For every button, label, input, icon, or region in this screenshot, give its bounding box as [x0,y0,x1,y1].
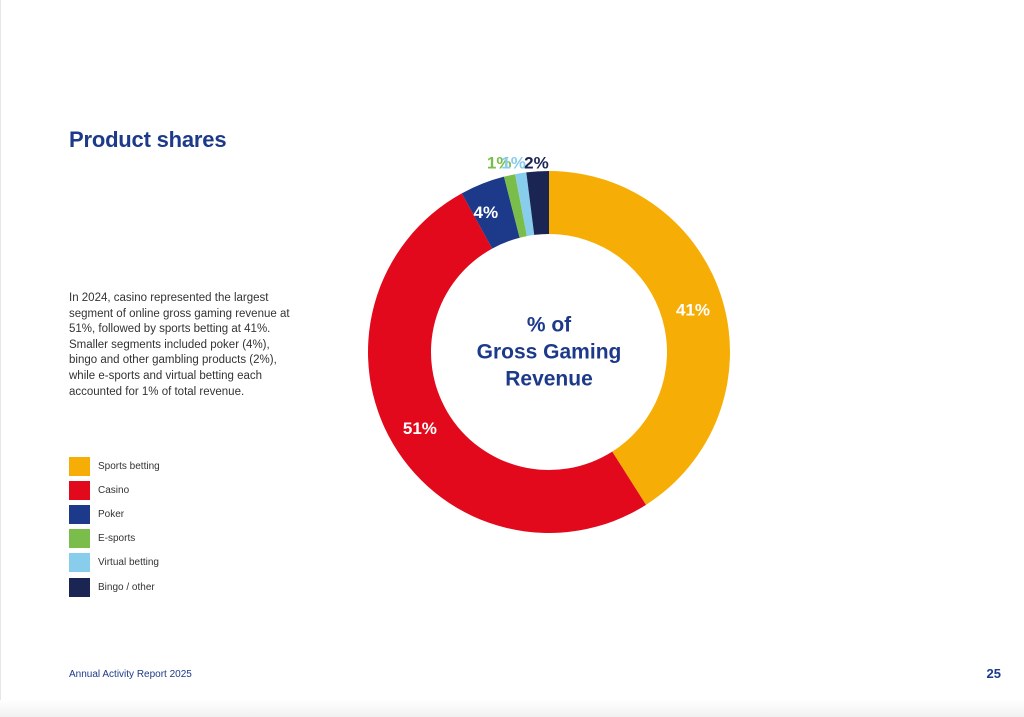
legend-label: E-sports [98,533,136,545]
page-number: 25 [986,666,1001,681]
legend-swatch [69,456,90,476]
center-label-line: % of [527,314,572,337]
legend-label: Virtual betting [98,557,159,569]
slice-label-sports-betting: 41% [676,301,710,320]
legend-swatch [69,480,90,500]
legend-item-casino: Casino [69,478,160,502]
legend-label: Casino [98,484,130,496]
slice-poker [461,176,520,249]
legend-item-sports-betting: Sports betting [69,454,160,478]
page-title: Product shares [69,127,227,152]
slice-sports-betting [549,171,730,505]
chart-legend: Sports betting Casino Poker E-sports Virtual… [69,454,160,599]
legend-label: Sports betting [98,460,160,472]
legend-swatch [69,529,90,549]
legend-label: Poker [98,508,125,520]
legend-item-virtual-betting: Virtual betting [69,551,160,575]
legend-item-poker: Poker [69,502,160,526]
slice-label-casino: 51% [403,419,437,438]
slice-label-bingo-other: 2% [524,154,549,173]
slice-label-virtual-betting: 1% [501,154,526,173]
slice-label-e-sports: 1% [487,154,512,173]
slice-e-sports [503,174,527,238]
slice-casino [368,193,646,533]
legend-swatch [69,577,90,597]
description-text: In 2024, casino represented the largest … [69,292,290,398]
legend-swatch [69,553,90,573]
legend-label: Bingo / other [98,581,155,593]
slice-label-poker: 4% [474,203,499,222]
center-label-line: Revenue [505,368,593,391]
legend-swatch [69,504,90,524]
legend-item-e-sports: E-sports [69,527,160,551]
slice-virtual-betting [515,172,535,237]
slice-bingo-other [526,171,549,235]
legend-item-bingo-other: Bingo / other [69,575,160,599]
report-name: Annual Activity Report 2025 [69,669,192,680]
center-label-line: Gross Gaming [477,341,622,364]
page-bottom-shadow [0,700,1024,717]
